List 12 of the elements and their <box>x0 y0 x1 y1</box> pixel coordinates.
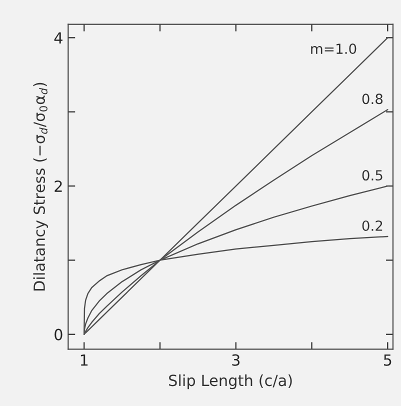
series-label: m=1.0 <box>311 44 356 54</box>
x-tick-label: 3 <box>232 354 240 366</box>
y-tick-label: 4 <box>54 32 62 44</box>
x-tick-label: 5 <box>384 354 392 366</box>
series-label: 0.5 <box>362 170 382 181</box>
y-tick-label: 0 <box>54 328 62 340</box>
y-axis-title: Dilatancy Stress (−σ$_{d}$/σ$_{0}$α$_{d}$) <box>33 82 48 291</box>
y-tick-label: 2 <box>54 180 62 192</box>
x-tick-label: 1 <box>80 354 88 366</box>
series-label: 0.2 <box>362 220 382 231</box>
x-axis-title: Slip Length (c/a) <box>169 374 292 390</box>
series-label: 0.8 <box>362 94 383 104</box>
